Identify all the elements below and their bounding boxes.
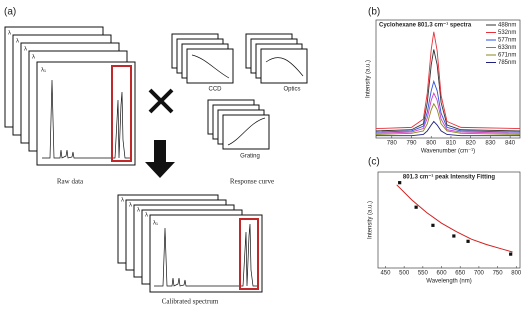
stack-label: λ₁ <box>41 68 46 74</box>
x-tick-label: 550 <box>418 271 429 277</box>
point <box>431 223 435 227</box>
x-tick-label: 810 <box>446 141 457 147</box>
x-tick-label: 700 <box>474 271 485 277</box>
line <box>376 120 520 137</box>
stack-label: λ <box>16 39 19 45</box>
fit-line <box>396 184 513 253</box>
point <box>452 234 456 238</box>
y-axis-label: Intensity (a.u.) <box>366 60 372 98</box>
panel-label: (a) <box>4 7 16 18</box>
stack-label: λ <box>137 208 140 214</box>
panel-label: (c) <box>368 157 380 168</box>
chart-title: 801.3 cm⁻¹ peak Intensity Fitting <box>403 174 496 181</box>
legend-label: 532nm <box>498 30 516 36</box>
x-tick-label: 600 <box>437 271 448 277</box>
line <box>375 91 521 134</box>
x-tick-label: 800 <box>511 271 522 277</box>
stack-label: λ <box>8 31 11 37</box>
x-tick-label: 840 <box>505 141 516 147</box>
x-tick-label: 450 <box>380 271 391 277</box>
x-tick-label: 780 <box>387 141 398 147</box>
x-axis-label: Wavelength (nm) <box>426 279 471 285</box>
card <box>36 61 136 166</box>
card <box>260 48 308 84</box>
highlight <box>111 65 132 162</box>
x-tick-label: 500 <box>399 271 410 277</box>
legend-label: 633nm <box>498 45 516 51</box>
x-tick-label: 750 <box>493 271 504 277</box>
legend-label: 785nm <box>498 60 516 66</box>
panel-label: (b) <box>368 7 380 18</box>
point <box>398 181 402 185</box>
caption: Calibrated spectrum <box>162 298 219 306</box>
line <box>375 79 521 133</box>
line <box>375 102 521 135</box>
curve <box>191 54 230 79</box>
line <box>375 31 521 130</box>
legend-label: 671nm <box>498 53 516 59</box>
x-tick-label: 650 <box>455 271 466 277</box>
x-axis-label: Wavenumber (cm⁻¹) <box>421 149 475 155</box>
legend-label: 488nm <box>498 23 516 29</box>
arrow <box>145 140 175 178</box>
stack-label: λ <box>121 198 124 204</box>
x-tick-label: 800 <box>426 141 437 147</box>
chart-title: Cyclohexane 801.3 cm⁻¹ spectra <box>379 22 472 29</box>
stack-label: λ <box>145 213 148 219</box>
card <box>186 48 234 84</box>
point <box>509 252 513 256</box>
label: Grating <box>240 154 260 160</box>
curve <box>265 57 304 77</box>
y-axis-label: Intensity (a.u.) <box>368 201 374 239</box>
point <box>414 205 418 209</box>
label: CCD <box>209 87 223 93</box>
curve <box>227 117 266 146</box>
x-tick-label: 820 <box>466 141 477 147</box>
point <box>466 239 470 243</box>
label: Optics <box>283 87 300 93</box>
x-tick-label: 830 <box>485 141 496 147</box>
spectrum <box>42 79 132 159</box>
plot-frame <box>375 19 521 139</box>
plot-frame <box>377 171 521 269</box>
stack-label: λ <box>24 47 27 53</box>
stack-label: λ₁ <box>153 221 158 227</box>
line <box>375 49 521 132</box>
spectrum <box>154 223 259 287</box>
x-tick-label: 790 <box>406 141 417 147</box>
multiply <box>148 88 174 114</box>
legend-label: 577nm <box>498 38 516 44</box>
caption: Raw data <box>57 178 84 186</box>
calibrated-stack: λ λ λ λ λ₁ <box>117 194 263 293</box>
stack-label: λ <box>32 55 35 61</box>
response-stacks: CCD Optics Grating <box>171 33 308 160</box>
stack-label: λ <box>129 203 132 209</box>
raw-stack: λ λ λ λ λ₁ <box>4 26 136 166</box>
highlight <box>239 218 259 290</box>
caption: Response curve <box>230 178 274 186</box>
